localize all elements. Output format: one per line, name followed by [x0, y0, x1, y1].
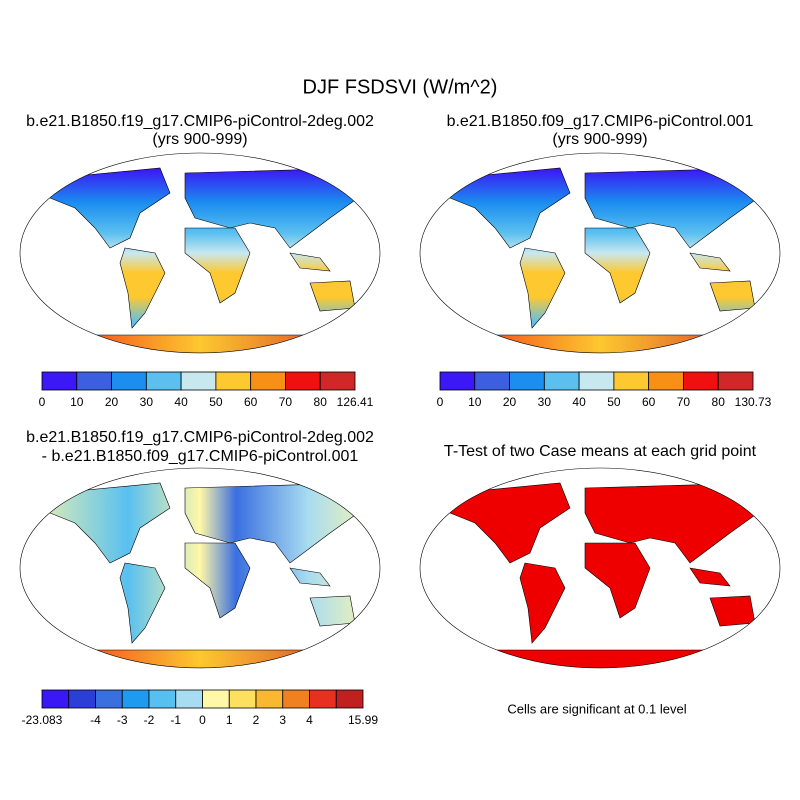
colorbar-label: 130.73	[735, 395, 772, 409]
colorbar-swatch	[474, 371, 510, 391]
colorbar-swatch	[76, 371, 112, 391]
colorbar-label: 1	[226, 713, 233, 727]
colorbar-label: 20	[105, 395, 119, 409]
colorbar-label: 4	[306, 713, 313, 727]
colorbar-label: 50	[209, 395, 223, 409]
panel-title: b.e21.B1850.f19_g17.CMIP6-piControl-2deg…	[26, 113, 374, 130]
colorbar-swatch	[683, 371, 719, 391]
panel-title: b.e21.B1850.f09_g17.CMIP6-piControl.001	[447, 113, 754, 130]
colorbar-label: 2	[253, 713, 260, 727]
colorbar-swatch	[202, 689, 230, 709]
panel-subtitle: (yrs 900-999)	[552, 131, 647, 148]
colorbar-label: 0	[437, 395, 444, 409]
colorbar-label: 70	[279, 395, 293, 409]
colorbar-swatch	[509, 371, 545, 391]
colorbar-swatch	[180, 371, 217, 391]
map	[19, 467, 381, 669]
colorbar-swatch	[148, 689, 177, 709]
colorbar-swatch	[282, 689, 310, 709]
colorbar-swatch	[578, 371, 615, 391]
colorbar-swatch	[319, 371, 356, 391]
map	[419, 152, 781, 354]
figure-title: DJF FSDSVI (W/m^2)	[303, 76, 498, 98]
colorbar-swatch	[175, 689, 203, 709]
colorbar-swatch	[250, 371, 286, 391]
colorbar-label: 40	[174, 395, 188, 409]
colorbar-swatch	[255, 689, 284, 709]
colorbar-label: 0	[199, 713, 206, 727]
colorbar-swatch	[613, 371, 650, 391]
colorbar-label: 0	[39, 395, 46, 409]
colorbar-label: -4	[90, 713, 101, 727]
colorbar-swatch	[543, 371, 580, 391]
colorbar-label: 30	[538, 395, 552, 409]
colorbar-swatch	[41, 689, 70, 709]
significance-note: Cells are significant at 0.1 level	[507, 701, 686, 716]
colorbar-label: 20	[503, 395, 517, 409]
colorbar-label: 50	[607, 395, 621, 409]
panel-subtitle: (yrs 900-999)	[152, 131, 247, 148]
colorbar-swatch	[95, 689, 123, 709]
map	[419, 467, 781, 669]
colorbar-swatch	[309, 689, 337, 709]
colorbar-swatch	[717, 371, 754, 391]
colorbar-label: 60	[642, 395, 656, 409]
colorbar-label: 10	[468, 395, 482, 409]
panel-title: T-Test of two Case means at each grid po…	[444, 443, 757, 460]
colorbar-label: 80	[314, 395, 328, 409]
colorbar-label: 70	[677, 395, 691, 409]
colorbar-label: -1	[170, 713, 181, 727]
colorbar-label: 126.41	[337, 395, 374, 409]
colorbar-swatch	[68, 689, 96, 709]
colorbar-label: -3	[117, 713, 128, 727]
map	[19, 152, 381, 354]
colorbar-label: 3	[279, 713, 286, 727]
colorbar-swatch	[145, 371, 182, 391]
colorbar-swatch	[335, 689, 364, 709]
colorbar-swatch	[41, 371, 78, 391]
colorbar-label: 30	[140, 395, 154, 409]
colorbar-swatch	[228, 689, 257, 709]
colorbar-label: -23.083	[22, 713, 63, 727]
colorbar-label: 40	[572, 395, 586, 409]
colorbars: 0 10 20 30 40 50 60 70 80 126.41 0 10 20 30 40 50 60 70 80…	[22, 371, 772, 727]
colorbar-label: 60	[244, 395, 258, 409]
colorbar-label: 15.99	[348, 713, 378, 727]
colorbar-swatch	[285, 371, 321, 391]
colorbar-swatch	[121, 689, 150, 709]
colorbar-swatch	[439, 371, 476, 391]
panel-title: b.e21.B1850.f19_g17.CMIP6-piControl-2deg…	[26, 429, 374, 446]
colorbar-label: 80	[712, 395, 726, 409]
colorbar-swatch	[111, 371, 147, 391]
colorbar-swatch	[215, 371, 252, 391]
panel-subtitle: - b.e21.B1850.f09_g17.CMIP6-piControl.00…	[42, 448, 359, 465]
colorbar-label: -2	[144, 713, 155, 727]
colorbar-swatch	[648, 371, 684, 391]
colorbar-label: 10	[70, 395, 84, 409]
